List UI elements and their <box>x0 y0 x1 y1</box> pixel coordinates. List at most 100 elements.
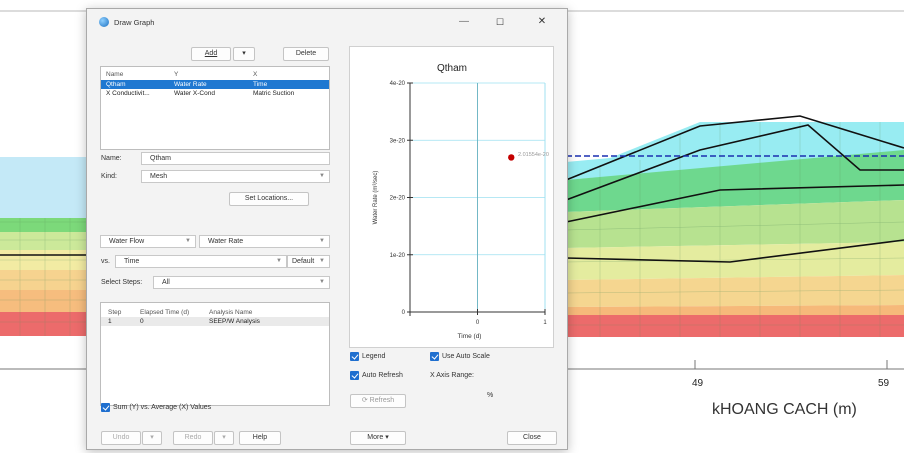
chevron-down-icon: ▼ <box>319 279 325 285</box>
x-mode-dropdown[interactable]: Default ▼ <box>287 255 330 268</box>
add-dropdown-button[interactable]: ▾ <box>233 47 255 61</box>
set-locations-button[interactable]: Set Locations... <box>229 192 309 206</box>
chevron-down-icon: ▼ <box>319 258 325 264</box>
delete-button-label: Delete <box>295 50 317 57</box>
legend-checkbox[interactable] <box>350 352 359 361</box>
column-header[interactable]: Analysis Name <box>209 309 253 316</box>
kind-label: Kind: <box>101 173 117 180</box>
kind-dropdown[interactable]: Mesh ▼ <box>141 170 330 183</box>
legend-label: Legend <box>362 353 386 360</box>
sum-checkbox-label: Sum (Y) vs. Average (X) Values <box>113 404 212 411</box>
y-quantity-value: Water Rate <box>208 238 244 245</box>
title-bar[interactable]: Draw Graph — ☐ ✕ <box>87 9 567 35</box>
redo-label: Redo <box>184 434 202 441</box>
axis-tick-label: 59 <box>878 378 890 389</box>
step-list-header: Step Elapsed Time (d) Analysis Name <box>101 308 329 317</box>
step-number: 1 <box>108 318 112 325</box>
chart-title: Qtham <box>437 63 467 74</box>
refresh-button[interactable]: ⟳ Refresh <box>350 394 406 408</box>
x-axis-label: Time (d) <box>458 333 482 340</box>
y-quantity-dropdown[interactable]: Water Rate ▼ <box>199 235 330 248</box>
column-header[interactable]: Elapsed Time (d) <box>140 309 190 316</box>
graph-preview-panel: Qtham 0 1e-20 2e-20 3e-20 4e-20 0 1 Time (d) Wate… <box>349 46 554 348</box>
graph-x: Matric Suction <box>253 90 295 97</box>
column-header[interactable]: X <box>253 71 258 78</box>
vs-label: vs. <box>101 258 110 265</box>
chevron-down-icon: ▼ <box>185 238 191 244</box>
add-button[interactable]: Add <box>191 47 231 61</box>
draw-graph-dialog: Draw Graph — ☐ ✕ Add ▾ Delete Name Y X Q… <box>86 8 568 450</box>
redo-button[interactable]: Redo <box>173 431 213 445</box>
range-percent: % <box>487 392 494 399</box>
graph-name: X Conductivit... <box>106 90 150 97</box>
redo-dropdown-button[interactable]: ▾ <box>214 431 234 445</box>
close-window-button[interactable]: ✕ <box>537 16 547 27</box>
app-icon <box>99 17 109 27</box>
name-input[interactable]: Qtham <box>141 152 330 165</box>
chevron-down-icon: ▼ <box>319 173 325 179</box>
y-tick-label: 0 <box>402 310 406 316</box>
chevron-down-icon: ▾ <box>150 434 154 441</box>
chevron-down-icon: ▾ <box>385 434 389 441</box>
x-quantity-dropdown[interactable]: Time ▼ <box>115 255 287 268</box>
select-steps-dropdown[interactable]: All ▼ <box>153 276 330 289</box>
more-button[interactable]: More ▾ <box>350 431 406 445</box>
y-tick-label: 3e-20 <box>390 138 406 144</box>
graph-name: Qtham <box>106 81 126 88</box>
y-tick-label: 2e-20 <box>390 196 406 202</box>
refresh-icon: ⟳ <box>361 397 368 404</box>
kind-value: Mesh <box>150 173 168 180</box>
distance-axis-title: kHOANG CACH (m) <box>712 401 857 418</box>
column-header[interactable]: Step <box>108 309 122 316</box>
chevron-down-icon: ▼ <box>276 258 282 264</box>
select-steps-label: Select Steps: <box>101 279 143 286</box>
y-category-dropdown[interactable]: Water Flow ▼ <box>100 235 196 248</box>
select-steps-value: All <box>162 279 170 286</box>
chevron-down-icon: ▾ <box>242 50 246 57</box>
maximize-button[interactable]: ☐ <box>495 17 505 27</box>
x-tick-label: 0 <box>476 320 480 326</box>
x-tick-label: 1 <box>543 320 547 326</box>
name-label: Name: <box>101 155 122 162</box>
column-header[interactable]: Y <box>174 71 179 78</box>
close-button[interactable]: Close <box>507 431 557 445</box>
graph-list[interactable]: Name Y X Qtham Water Rate Time X Conduct… <box>100 66 330 150</box>
x-quantity-value: Time <box>124 258 140 265</box>
y-axis-label: Water Rate (m³/sec) <box>373 171 379 225</box>
y-category-value: Water Flow <box>109 238 145 245</box>
column-header[interactable]: Name <box>106 71 124 78</box>
undo-label: Undo <box>112 434 130 441</box>
water-layer-right <box>566 122 904 180</box>
step-row[interactable]: 1 0 SEEP/W Analysis <box>101 317 329 326</box>
help-button[interactable]: Help <box>239 431 281 445</box>
soil-layers <box>0 122 904 337</box>
delete-button[interactable]: Delete <box>283 47 329 61</box>
graph-y: Water X-Cond <box>174 90 215 97</box>
graph-list-header: Name Y X <box>101 70 329 79</box>
step-list[interactable]: Step Elapsed Time (d) Analysis Name 1 0 … <box>100 302 330 406</box>
more-label: More <box>367 434 384 441</box>
minimize-button[interactable]: — <box>459 16 469 27</box>
undo-button[interactable]: Undo <box>101 431 141 445</box>
sum-checkbox[interactable] <box>101 403 110 412</box>
dam-outlines <box>0 115 904 263</box>
use-auto-scale-label: Use Auto Scale <box>442 353 490 360</box>
point-value-label: 2.01554e-20 <box>518 152 549 158</box>
graph-list-row[interactable]: X Conductivit... Water X-Cond Matric Suc… <box>101 89 329 98</box>
chevron-down-icon: ▼ <box>319 238 325 244</box>
y-tick-label: 1e-20 <box>390 253 406 259</box>
graph-list-row[interactable]: Qtham Water Rate Time <box>101 80 329 89</box>
y-tick-label: 4e-20 <box>390 81 406 87</box>
step-analysis: SEEP/W Analysis <box>209 318 260 325</box>
auto-refresh-checkbox[interactable] <box>350 371 359 380</box>
auto-refresh-label: Auto Refresh <box>362 372 403 379</box>
refresh-label: Refresh <box>369 397 395 404</box>
mesh-grid <box>0 122 904 337</box>
graph-y: Water Rate <box>174 81 207 88</box>
use-auto-scale-checkbox[interactable] <box>430 352 439 361</box>
help-label: Help <box>252 434 268 441</box>
undo-dropdown-button[interactable]: ▾ <box>142 431 162 445</box>
x-axis-range-label: X Axis Range: <box>430 372 474 379</box>
